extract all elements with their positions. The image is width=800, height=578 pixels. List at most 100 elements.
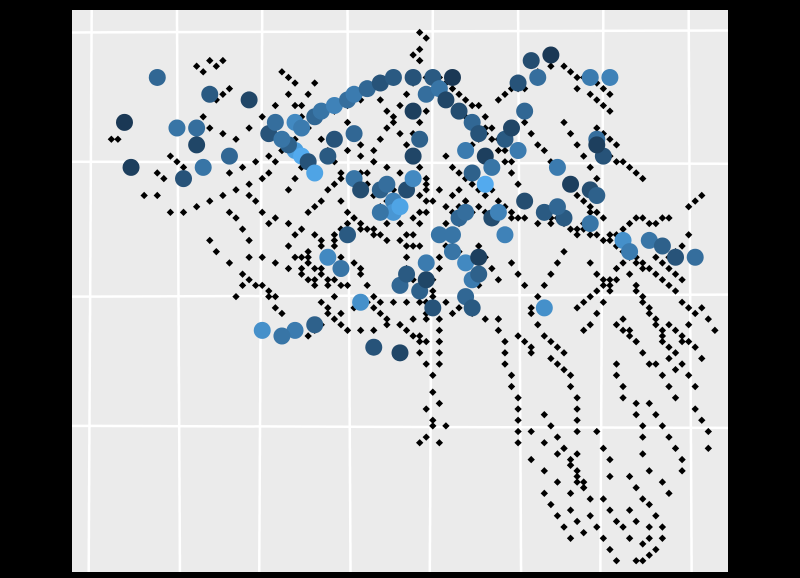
small-point bbox=[304, 253, 312, 261]
small-point bbox=[632, 259, 640, 267]
small-point bbox=[593, 287, 601, 295]
small-point bbox=[573, 467, 581, 475]
small-point bbox=[396, 101, 404, 110]
large-point bbox=[457, 254, 475, 272]
small-point bbox=[691, 197, 699, 205]
vertical-grid-line bbox=[175, 9, 182, 573]
vertical-grid-line bbox=[257, 9, 264, 573]
small-point bbox=[593, 523, 601, 531]
small-point bbox=[291, 253, 299, 261]
small-point bbox=[114, 135, 122, 143]
large-point bbox=[640, 231, 658, 249]
small-point bbox=[645, 534, 653, 542]
small-point bbox=[435, 360, 444, 368]
small-point bbox=[337, 197, 345, 205]
small-point bbox=[599, 276, 608, 284]
small-point bbox=[199, 68, 207, 76]
small-point bbox=[429, 416, 437, 424]
small-point bbox=[422, 360, 430, 368]
large-point bbox=[667, 248, 685, 266]
small-point bbox=[370, 292, 378, 301]
small-point bbox=[212, 62, 220, 70]
small-point bbox=[219, 90, 227, 98]
small-point bbox=[645, 309, 653, 318]
small-point bbox=[606, 276, 614, 284]
small-point bbox=[593, 270, 601, 278]
small-point bbox=[658, 523, 667, 531]
small-point bbox=[540, 467, 548, 475]
small-point bbox=[520, 118, 529, 127]
small-point bbox=[448, 163, 457, 172]
large-point bbox=[345, 85, 363, 103]
small-point bbox=[665, 214, 673, 222]
small-point bbox=[573, 405, 581, 413]
small-point bbox=[402, 231, 411, 239]
small-point bbox=[422, 315, 430, 323]
small-point bbox=[409, 51, 417, 59]
small-point bbox=[416, 163, 424, 172]
small-point bbox=[645, 523, 653, 531]
small-point bbox=[265, 292, 273, 301]
small-point bbox=[619, 523, 627, 531]
small-point bbox=[547, 422, 555, 430]
small-point bbox=[252, 281, 260, 290]
large-point bbox=[220, 147, 238, 165]
large-point bbox=[319, 147, 337, 165]
small-point bbox=[586, 321, 594, 329]
large-point bbox=[503, 119, 521, 137]
small-point bbox=[566, 506, 575, 514]
small-point bbox=[573, 478, 581, 486]
small-point bbox=[317, 298, 325, 306]
large-point bbox=[470, 248, 488, 266]
small-point bbox=[658, 326, 667, 335]
small-point bbox=[573, 191, 581, 200]
small-point bbox=[625, 326, 634, 335]
small-point bbox=[639, 298, 647, 306]
small-point bbox=[612, 141, 621, 149]
small-point bbox=[448, 191, 457, 200]
small-point bbox=[606, 287, 614, 295]
small-point bbox=[684, 371, 693, 379]
small-point bbox=[337, 174, 345, 183]
small-point bbox=[606, 90, 614, 98]
small-point bbox=[514, 332, 522, 340]
small-point bbox=[297, 101, 306, 110]
small-point bbox=[671, 270, 680, 278]
small-point bbox=[671, 366, 680, 374]
small-point bbox=[665, 354, 673, 363]
large-point bbox=[384, 68, 402, 86]
small-point bbox=[311, 281, 319, 290]
small-point bbox=[540, 439, 548, 447]
small-point bbox=[409, 315, 417, 323]
small-point bbox=[481, 315, 489, 323]
vertical-grid-line bbox=[87, 9, 93, 573]
small-point bbox=[625, 163, 634, 172]
small-point bbox=[389, 113, 398, 121]
small-point bbox=[639, 433, 647, 441]
small-point bbox=[311, 276, 319, 284]
large-point bbox=[535, 299, 553, 317]
large-point bbox=[371, 74, 389, 92]
small-point bbox=[416, 298, 424, 306]
small-point bbox=[645, 500, 653, 509]
small-point bbox=[435, 264, 444, 273]
large-point bbox=[443, 243, 461, 261]
small-point bbox=[507, 259, 516, 267]
small-point bbox=[311, 264, 319, 273]
small-point bbox=[606, 472, 614, 481]
small-point bbox=[665, 321, 673, 329]
small-point bbox=[199, 113, 207, 121]
small-point bbox=[343, 326, 352, 335]
small-point bbox=[566, 534, 575, 542]
small-point bbox=[658, 371, 667, 379]
small-point bbox=[507, 169, 516, 177]
small-point bbox=[645, 551, 653, 559]
small-point bbox=[593, 309, 601, 318]
large-point bbox=[201, 85, 219, 103]
small-point bbox=[580, 197, 588, 205]
small-point bbox=[284, 73, 293, 82]
small-point bbox=[389, 118, 398, 127]
small-point bbox=[514, 439, 522, 447]
small-point bbox=[632, 281, 640, 290]
small-point bbox=[612, 371, 621, 379]
